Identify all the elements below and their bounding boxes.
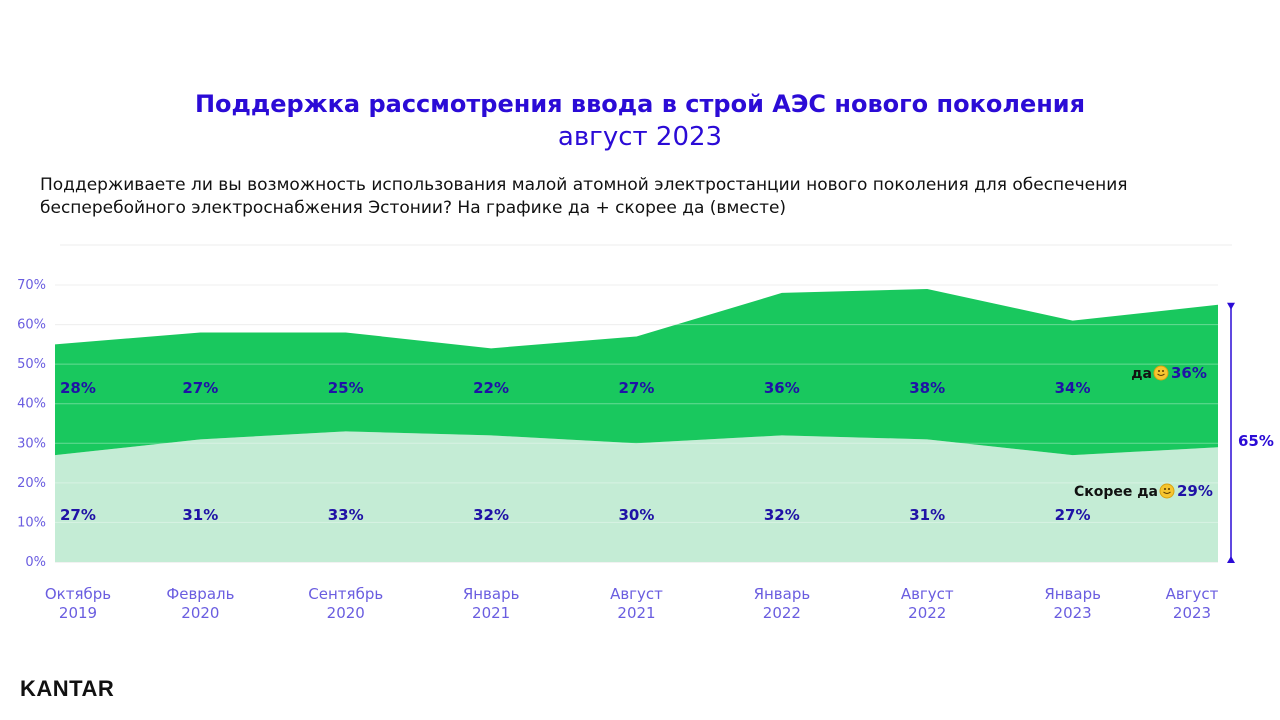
- rather-yes-series-name: Скорее да: [1074, 484, 1158, 500]
- yes-series-name: да: [1131, 366, 1152, 382]
- rather-yes-value-label: 29%: [1177, 482, 1213, 500]
- data-label-rather-yes: 31%: [182, 506, 218, 524]
- x-tick-label: Август 2021: [610, 585, 663, 622]
- y-tick-label: 70%: [17, 278, 46, 293]
- x-tick-label: Февраль 2020: [166, 585, 234, 622]
- y-tick-label: 40%: [17, 397, 46, 412]
- chart-subtitle: август 2023: [557, 122, 723, 152]
- data-label-rather-yes: 32%: [764, 506, 800, 524]
- survey-question: Поддерживаете ли вы возможность использо…: [40, 175, 1128, 218]
- total-bracket-bottom-arrow: [1227, 556, 1235, 563]
- x-tick-label: Август 2023: [1166, 585, 1219, 622]
- y-tick-label: 20%: [17, 476, 46, 491]
- data-label-yes: 25%: [328, 379, 364, 397]
- total-value-label: 65%: [1238, 432, 1274, 450]
- x-tick-label: Октябрь 2019: [45, 585, 111, 622]
- data-label-yes: 36%: [764, 379, 800, 397]
- data-label-yes: 38%: [909, 379, 945, 397]
- smiley-eye-icon: [1164, 488, 1166, 490]
- data-label-yes: 27%: [619, 379, 655, 397]
- smiley-emoji-icon: [1153, 365, 1169, 381]
- smiley-mouth-icon: [1163, 491, 1171, 494]
- smiley-eye-icon: [1168, 488, 1170, 490]
- y-tick-label: 60%: [17, 318, 46, 333]
- data-label-yes: 27%: [182, 379, 218, 397]
- smiley-eye-icon: [1162, 370, 1164, 372]
- area-series-yes: [55, 288, 1218, 456]
- smiley-emoji-icon: [1159, 483, 1175, 499]
- data-label-rather-yes: 33%: [328, 506, 364, 524]
- data-label-yes: 22%: [473, 379, 509, 397]
- chart-title: Поддержка рассмотрения ввода в строй АЭС…: [194, 90, 1086, 118]
- stacked-area-chart: 0% 10% 20% 30% 40% 50% 60% 70% Октябрь 2019 Феврал…: [17, 244, 1274, 622]
- y-tick-label: 30%: [17, 436, 46, 451]
- area-series-rather-yes: [55, 431, 1218, 562]
- y-tick-label: 0%: [25, 555, 46, 570]
- smiley-eye-icon: [1158, 370, 1160, 372]
- x-tick-label: Сентябрь 2020: [308, 585, 383, 622]
- smiley-mouth-icon: [1157, 373, 1165, 376]
- data-label-rather-yes: 30%: [619, 506, 655, 524]
- y-tick-label: 10%: [17, 515, 46, 530]
- x-tick-label: Август 2022: [901, 585, 954, 622]
- data-label-rather-yes: 31%: [909, 506, 945, 524]
- x-tick-label: Январь 2021: [463, 585, 520, 622]
- kantar-logo: KANTAR: [20, 676, 115, 701]
- total-bracket-top-arrow: [1227, 302, 1235, 310]
- data-label-rather-yes: 27%: [60, 506, 96, 524]
- x-tick-label: Январь 2023: [1044, 585, 1101, 622]
- data-label-rather-yes: 27%: [1055, 506, 1091, 524]
- data-label-rather-yes: 32%: [473, 506, 509, 524]
- data-label-yes: 34%: [1055, 379, 1091, 397]
- yes-value-label: 36%: [1171, 364, 1207, 382]
- x-tick-label: Январь 2022: [754, 585, 811, 622]
- data-label-yes: 28%: [60, 379, 96, 397]
- y-tick-label: 50%: [17, 357, 46, 372]
